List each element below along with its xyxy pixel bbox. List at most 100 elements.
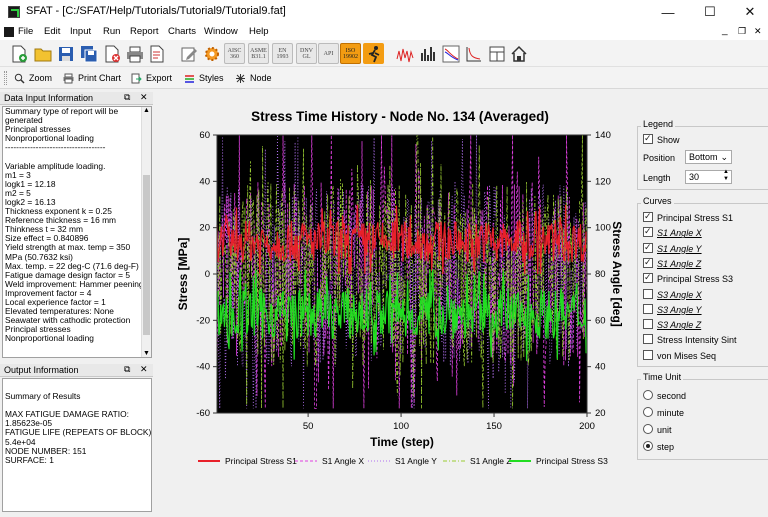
menu-report[interactable]: Report — [130, 26, 159, 37]
legend-show-checkbox[interactable] — [643, 133, 653, 144]
scroll-down-icon[interactable]: ▼ — [143, 350, 150, 357]
spectrum-chart-button[interactable] — [463, 43, 484, 64]
curve-checkbox[interactable] — [643, 334, 653, 345]
curve-checkbox[interactable] — [643, 272, 653, 284]
close-file-button[interactable] — [101, 43, 122, 64]
time-unit-label: unit — [657, 425, 672, 435]
layout-button[interactable] — [486, 43, 507, 64]
legend-show-label: Show — [657, 135, 680, 145]
mdi-close-button[interactable]: ✕ — [754, 26, 762, 36]
series-line — [216, 269, 588, 361]
sn-curve-chart-button[interactable] — [440, 43, 461, 64]
running-man-icon — [368, 45, 379, 62]
curve-label: Principal Stress S3 — [657, 274, 734, 285]
menu-edit[interactable]: Edit — [44, 26, 61, 37]
output-panel[interactable]: Summary of Results MAX FATIGUE DAMAGE RAT… — [2, 378, 152, 512]
data-input-line: m2 = 5 — [5, 187, 31, 198]
data-input-panel[interactable]: Summary type of report will be generated P… — [2, 106, 152, 358]
mdi-restore-button[interactable]: ❐ — [738, 26, 747, 36]
curve-checkbox[interactable] — [643, 349, 653, 360]
scroll-up-icon[interactable]: ▲ — [143, 107, 150, 114]
time-unit-radio[interactable] — [643, 424, 653, 434]
styles-button[interactable]: Styles — [184, 71, 224, 85]
spin-arrows-icon[interactable]: ▲ ▼ — [723, 169, 729, 182]
time-unit-radio[interactable] — [643, 390, 653, 400]
save-button[interactable] — [55, 43, 76, 64]
code-dnv-button[interactable]: DNV GL — [296, 43, 317, 64]
data-input-scroll-thumb[interactable] — [143, 175, 150, 335]
export-button[interactable]: Export — [131, 71, 172, 85]
print-chart-button[interactable]: Print Chart — [63, 71, 121, 85]
save-icon — [58, 46, 73, 61]
data-input-line: generated — [5, 115, 43, 126]
chart-toolbar: Zoom Print Chart Export Styles Node — [0, 67, 768, 89]
output-undock-icon[interactable]: ⧉ — [124, 364, 131, 374]
code-asme-button[interactable]: ASME B31.1 — [248, 43, 269, 64]
code-en-button[interactable]: EN 1993 — [272, 43, 293, 64]
home-button[interactable] — [508, 43, 529, 64]
minimize-button[interactable]: — — [661, 4, 675, 20]
y-tick-label: 60 — [199, 130, 210, 141]
undock-icon[interactable]: ⧉ — [124, 92, 131, 102]
code-api-button[interactable]: API — [318, 43, 339, 64]
menu-run[interactable]: Run — [103, 26, 121, 37]
report-button[interactable] — [146, 43, 167, 64]
output-line: SURFACE: 1 — [5, 454, 54, 465]
menu-charts[interactable]: Charts — [168, 26, 196, 37]
data-input-line: Yield strength at max. temp = 350 — [5, 242, 131, 253]
code-aisc-button[interactable]: AISC 360 — [224, 43, 245, 64]
time-history-chart-button[interactable] — [394, 43, 415, 64]
series-line — [216, 134, 588, 409]
print-button[interactable] — [124, 43, 145, 64]
curve-checkbox[interactable] — [643, 319, 653, 330]
data-input-line: Improvement factor = 4 — [5, 287, 92, 298]
save-all-button[interactable] — [78, 43, 99, 64]
maximize-button[interactable]: ☐ — [704, 4, 716, 19]
time-unit-group-title: Time Unit — [641, 372, 684, 382]
data-input-line: Nonproportional loading — [5, 133, 94, 144]
styles-label: Styles — [199, 73, 224, 83]
node-icon — [236, 73, 245, 83]
run-button[interactable] — [363, 43, 384, 64]
menu-file[interactable]: File — [18, 26, 34, 37]
curve-checkbox[interactable] — [643, 257, 653, 268]
edit-input-button[interactable] — [178, 43, 199, 64]
open-file-button[interactable] — [32, 43, 53, 64]
chart-area[interactable]: Stress Time History - Node No. 134 (Aver… — [155, 91, 627, 511]
node-button[interactable]: Node — [235, 71, 272, 85]
curve-label: Principal Stress S1 — [657, 213, 734, 223]
curve-checkbox[interactable] — [643, 242, 653, 253]
data-input-line: Nonproportional loading — [5, 333, 94, 344]
legend-position-select[interactable]: Bottom ⌄ — [685, 150, 732, 164]
menu-input[interactable]: Input — [70, 26, 92, 37]
curve-checkbox[interactable] — [643, 211, 653, 222]
output-line: MAX FATIGUE DAMAGE RATIO: — [5, 409, 129, 420]
close-window-button[interactable]: ✕ — [744, 4, 756, 19]
data-input-scrollbar[interactable]: ▲ ▼ — [141, 107, 151, 357]
mdi-minimize-button[interactable]: _ — [722, 25, 728, 36]
legend-position-label: Position — [643, 153, 676, 163]
curve-checkbox[interactable] — [643, 288, 653, 299]
output-close-icon[interactable]: ✕ — [140, 364, 148, 374]
magnifier-icon — [14, 73, 25, 84]
y-axis-label: Stress [MPa] — [176, 238, 190, 311]
panel-close-icon[interactable]: ✕ — [140, 92, 148, 102]
time-unit-group — [637, 379, 768, 460]
data-input-panel-title: Data Input Information — [4, 93, 94, 103]
curve-label: S3 Angle X — [657, 289, 702, 300]
zoom-button[interactable]: Zoom — [14, 71, 52, 85]
curve-checkbox[interactable] — [643, 226, 653, 238]
settings-button[interactable] — [201, 43, 222, 64]
gear-icon — [204, 46, 219, 61]
curve-checkbox[interactable] — [643, 303, 653, 314]
time-unit-radio[interactable] — [643, 441, 653, 451]
new-file-button[interactable] — [8, 43, 29, 64]
code-iso-button[interactable]: ISO 19902 — [340, 43, 361, 64]
legend-length-spinbox[interactable]: 30 ▲ ▼ — [685, 169, 732, 184]
time-unit-radio[interactable] — [643, 407, 653, 417]
menu-window[interactable]: Window — [204, 26, 238, 37]
histogram-chart-button[interactable] — [417, 43, 438, 64]
menu-help[interactable]: Help — [249, 26, 269, 37]
legend-entry: S1 Angle Y — [395, 456, 437, 466]
